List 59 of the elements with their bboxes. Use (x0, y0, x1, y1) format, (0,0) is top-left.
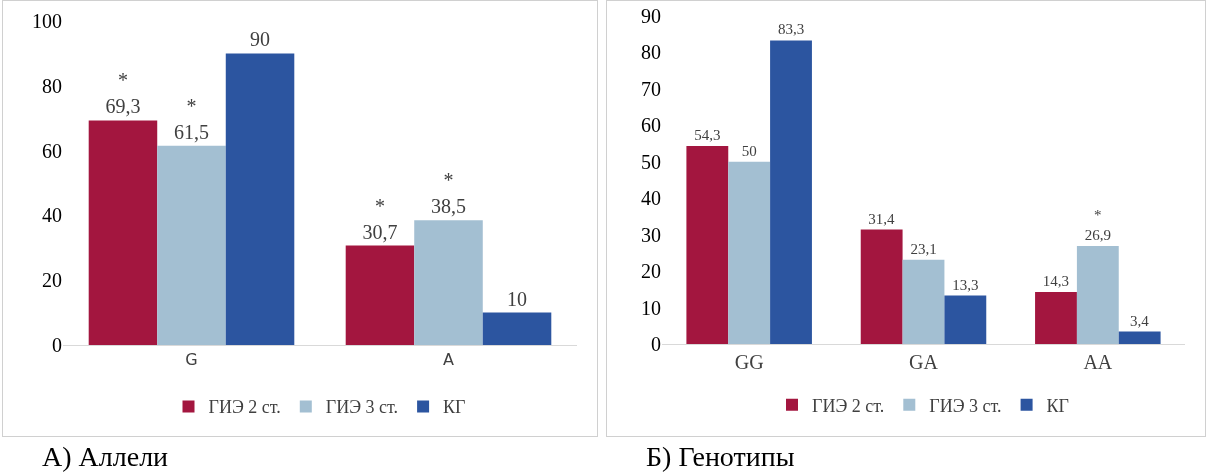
y-tick-label: 50 (641, 150, 661, 173)
bar (482, 312, 552, 345)
data-label: * 38,5 (431, 169, 466, 218)
bar (88, 120, 158, 345)
legend-label: ГИЭ 3 ст. (325, 397, 399, 418)
legend-label: ГИЭ 2 ст. (812, 395, 885, 416)
data-label: * 69,3 (105, 69, 141, 118)
y-tick-label: 10 (641, 296, 661, 319)
legend-label: ГИЭ 3 ст. (929, 395, 1002, 416)
text: Б) Генотипы (645, 441, 796, 473)
x-tick-label: AA (1083, 351, 1113, 373)
x-tick-label: GA (909, 351, 939, 373)
bar (157, 145, 226, 345)
data-label: 13,3 (952, 276, 979, 293)
data-label: 31,4 (868, 210, 896, 227)
data-label: * 26,9 (1084, 207, 1111, 243)
x-tick-label: A (443, 350, 455, 370)
y-tick-label: 80 (42, 74, 62, 97)
bar (1035, 291, 1077, 344)
y-tick-label: 20 (42, 269, 62, 292)
legend-label: ГИЭ 2 ст. (208, 397, 281, 418)
x-tick-label: GG (734, 351, 764, 373)
y-tick-label: 60 (42, 139, 62, 162)
data-label: 54,3 (694, 127, 721, 144)
bar (414, 220, 483, 345)
data-label: * 30,7 (362, 194, 398, 243)
data-label: 23,1 (910, 240, 937, 257)
data-label: 10 (507, 287, 528, 310)
y-tick-label: 60 (641, 114, 661, 137)
legend-label: КГ (1046, 395, 1070, 416)
bar (902, 259, 945, 344)
y-tick-label: 20 (641, 260, 661, 283)
data-label: 14,3 (1042, 272, 1070, 289)
data-label: 3,4 (1130, 312, 1150, 329)
bar (770, 40, 812, 344)
bar (860, 229, 903, 344)
bar (225, 53, 295, 345)
y-tick-label: 80 (641, 41, 661, 64)
data-label: * 61,5 (174, 94, 209, 143)
data-label: 90 (250, 28, 271, 51)
y-tick-label: 100 (32, 10, 62, 32)
bar (1118, 331, 1161, 344)
y-tick-label: 30 (641, 223, 661, 246)
x-tick-label: G (185, 350, 198, 370)
bar (944, 295, 987, 344)
bar (686, 146, 729, 344)
y-tick-label: 70 (641, 77, 661, 100)
y-tick-label: 0 (651, 333, 661, 355)
data-label: 50 (741, 142, 757, 159)
bar (1076, 245, 1119, 344)
y-tick-label: 40 (641, 187, 661, 210)
legend-label: КГ (443, 397, 466, 418)
data-label: 83,3 (777, 21, 805, 38)
y-tick-label: 0 (52, 334, 62, 356)
y-tick-label: 90 (641, 5, 661, 27)
y-tick-label: 40 (42, 204, 62, 227)
bar (345, 245, 415, 345)
text: А) Аллели (41, 441, 170, 473)
bar (728, 161, 771, 344)
